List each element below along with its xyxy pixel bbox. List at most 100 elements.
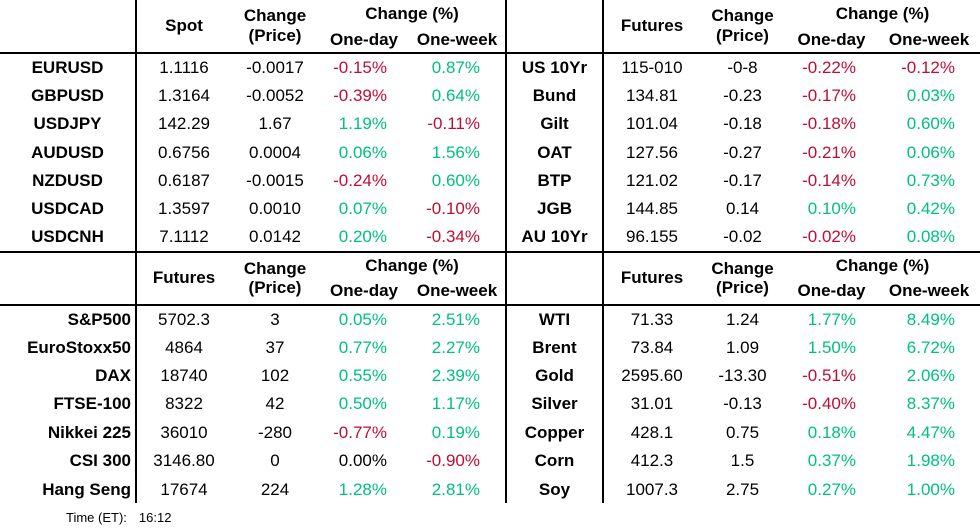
value-cell: 115-010: [621, 57, 683, 77]
row-label: Gold: [505, 361, 604, 390]
change-cell: -0.0015: [246, 170, 304, 190]
one-week-cell: 0.60%: [906, 114, 955, 134]
market-data-table: Spot Change (Price) Change (%) Futures Change…: [0, 0, 980, 504]
one-week-cell: 0.06%: [906, 142, 955, 162]
change-cell: 3: [270, 309, 280, 329]
value-column-header: Futures: [603, 250, 700, 306]
value-cell: 8322: [165, 394, 203, 414]
corner-cell: [505, 0, 604, 54]
value-cell: 17674: [160, 479, 208, 499]
one-week-cell: 0.64%: [431, 85, 480, 105]
one-day-cell: 1.19%: [338, 114, 387, 134]
change-cell: 1.09: [725, 337, 760, 357]
value-cell: 1.1116: [159, 57, 209, 77]
value-cell: 1.3164: [158, 85, 210, 105]
change-cell: -0.0017: [246, 57, 304, 77]
value-column-header: Futures: [603, 0, 700, 54]
row-label: AU 10Yr: [505, 223, 604, 252]
change-cell: -0.18: [723, 114, 762, 134]
change-cell: -0.23: [723, 85, 762, 105]
value-cell: 73.84: [630, 337, 674, 357]
one-day-cell: 0.05%: [338, 309, 387, 329]
change-price-header: Change (Price): [700, 250, 785, 306]
one-day-header: One-day: [785, 278, 878, 306]
one-day-cell: -0.18%: [802, 114, 856, 134]
row-label: S&P500: [0, 304, 137, 334]
one-day-header: One-day: [785, 27, 878, 54]
value-cell: 144.85: [626, 199, 678, 219]
one-week-cell: 1.56%: [431, 142, 480, 162]
value-cell: 7.1112: [159, 227, 209, 247]
change-cell: -13.30: [718, 365, 767, 385]
one-day-cell: -0.21%: [802, 142, 856, 162]
change-cell: 224: [260, 479, 290, 499]
one-week-cell: 8.49%: [906, 309, 955, 329]
row-label: USDCNH: [0, 223, 137, 252]
value-cell: 5702.3: [158, 309, 210, 329]
row-label: FTSE-100: [0, 389, 137, 419]
change-cell: -0.17: [723, 170, 762, 190]
one-day-cell: 0.27%: [807, 479, 856, 499]
value-cell: 18740: [160, 365, 208, 385]
one-week-cell: 2.81%: [431, 479, 480, 499]
one-week-cell: 1.17%: [431, 394, 480, 414]
change-cell: 0.0010: [249, 199, 301, 219]
one-day-cell: -0.24%: [333, 170, 387, 190]
change-cell: 1.24: [725, 309, 760, 329]
one-day-cell: 0.07%: [338, 199, 387, 219]
change-price-header: Change (Price): [231, 0, 319, 54]
one-day-cell: 0.37%: [807, 451, 856, 471]
change-cell: 1.67: [258, 114, 292, 134]
value-cell: 121.02: [626, 170, 678, 190]
one-day-cell: 1.28%: [338, 479, 387, 499]
one-week-cell: 0.19%: [431, 422, 480, 442]
one-day-cell: 0.06%: [338, 142, 387, 162]
one-day-cell: -0.17%: [802, 85, 856, 105]
change-price-header: Change (Price): [700, 0, 785, 54]
corner-cell: [505, 250, 604, 306]
value-column-header: Futures: [136, 250, 231, 306]
row-label: EuroStoxx50: [0, 333, 137, 362]
one-week-cell: -0.12%: [901, 57, 955, 77]
one-week-header: One-week: [409, 27, 506, 54]
value-cell: 2595.60: [621, 365, 683, 385]
one-week-cell: 0.73%: [906, 170, 955, 190]
one-week-cell: 1.00%: [906, 479, 955, 499]
one-day-cell: 0.77%: [338, 337, 387, 357]
change-cell: 2.75: [725, 479, 760, 499]
row-label: Brent: [505, 333, 604, 362]
one-day-cell: -0.14%: [802, 170, 856, 190]
row-label: Gilt: [505, 109, 604, 139]
one-week-cell: 2.06%: [906, 365, 955, 385]
one-week-cell: -0.11%: [427, 114, 480, 134]
row-label: Bund: [505, 81, 604, 110]
one-week-cell: 4.47%: [906, 422, 955, 442]
one-day-cell: -0.51%: [802, 365, 856, 385]
change-cell: -0.02: [723, 227, 762, 247]
change-cell: -0.13: [723, 394, 762, 414]
row-label: Silver: [505, 389, 604, 419]
one-week-header: One-week: [409, 278, 506, 306]
change-cell: -280: [257, 422, 293, 442]
one-week-cell: -0.90%: [426, 451, 480, 471]
one-week-cell: 0.60%: [431, 170, 480, 190]
one-day-cell: -0.02%: [802, 227, 856, 247]
row-label: USDJPY: [0, 109, 137, 139]
value-cell: 134.81: [626, 85, 678, 105]
one-day-cell: 1.50%: [807, 337, 856, 357]
change-pct-header: Change (%): [835, 3, 930, 23]
one-week-header: One-week: [878, 278, 980, 306]
one-week-cell: 0.08%: [906, 227, 955, 247]
one-day-cell: -0.15%: [333, 57, 387, 77]
value-cell: 31.01: [630, 394, 674, 414]
one-week-cell: 1.98%: [906, 451, 955, 471]
one-day-cell: 1.77%: [807, 309, 856, 329]
one-day-header: One-day: [319, 27, 409, 54]
row-label: USDCAD: [0, 194, 137, 224]
row-label: EURUSD: [0, 53, 137, 82]
change-cell: 0: [270, 451, 280, 471]
one-day-cell: 0.10%: [807, 199, 856, 219]
time-label: Time (ET):: [66, 510, 127, 526]
value-cell: 1007.3: [626, 479, 678, 499]
one-week-cell: 2.39%: [431, 365, 480, 385]
